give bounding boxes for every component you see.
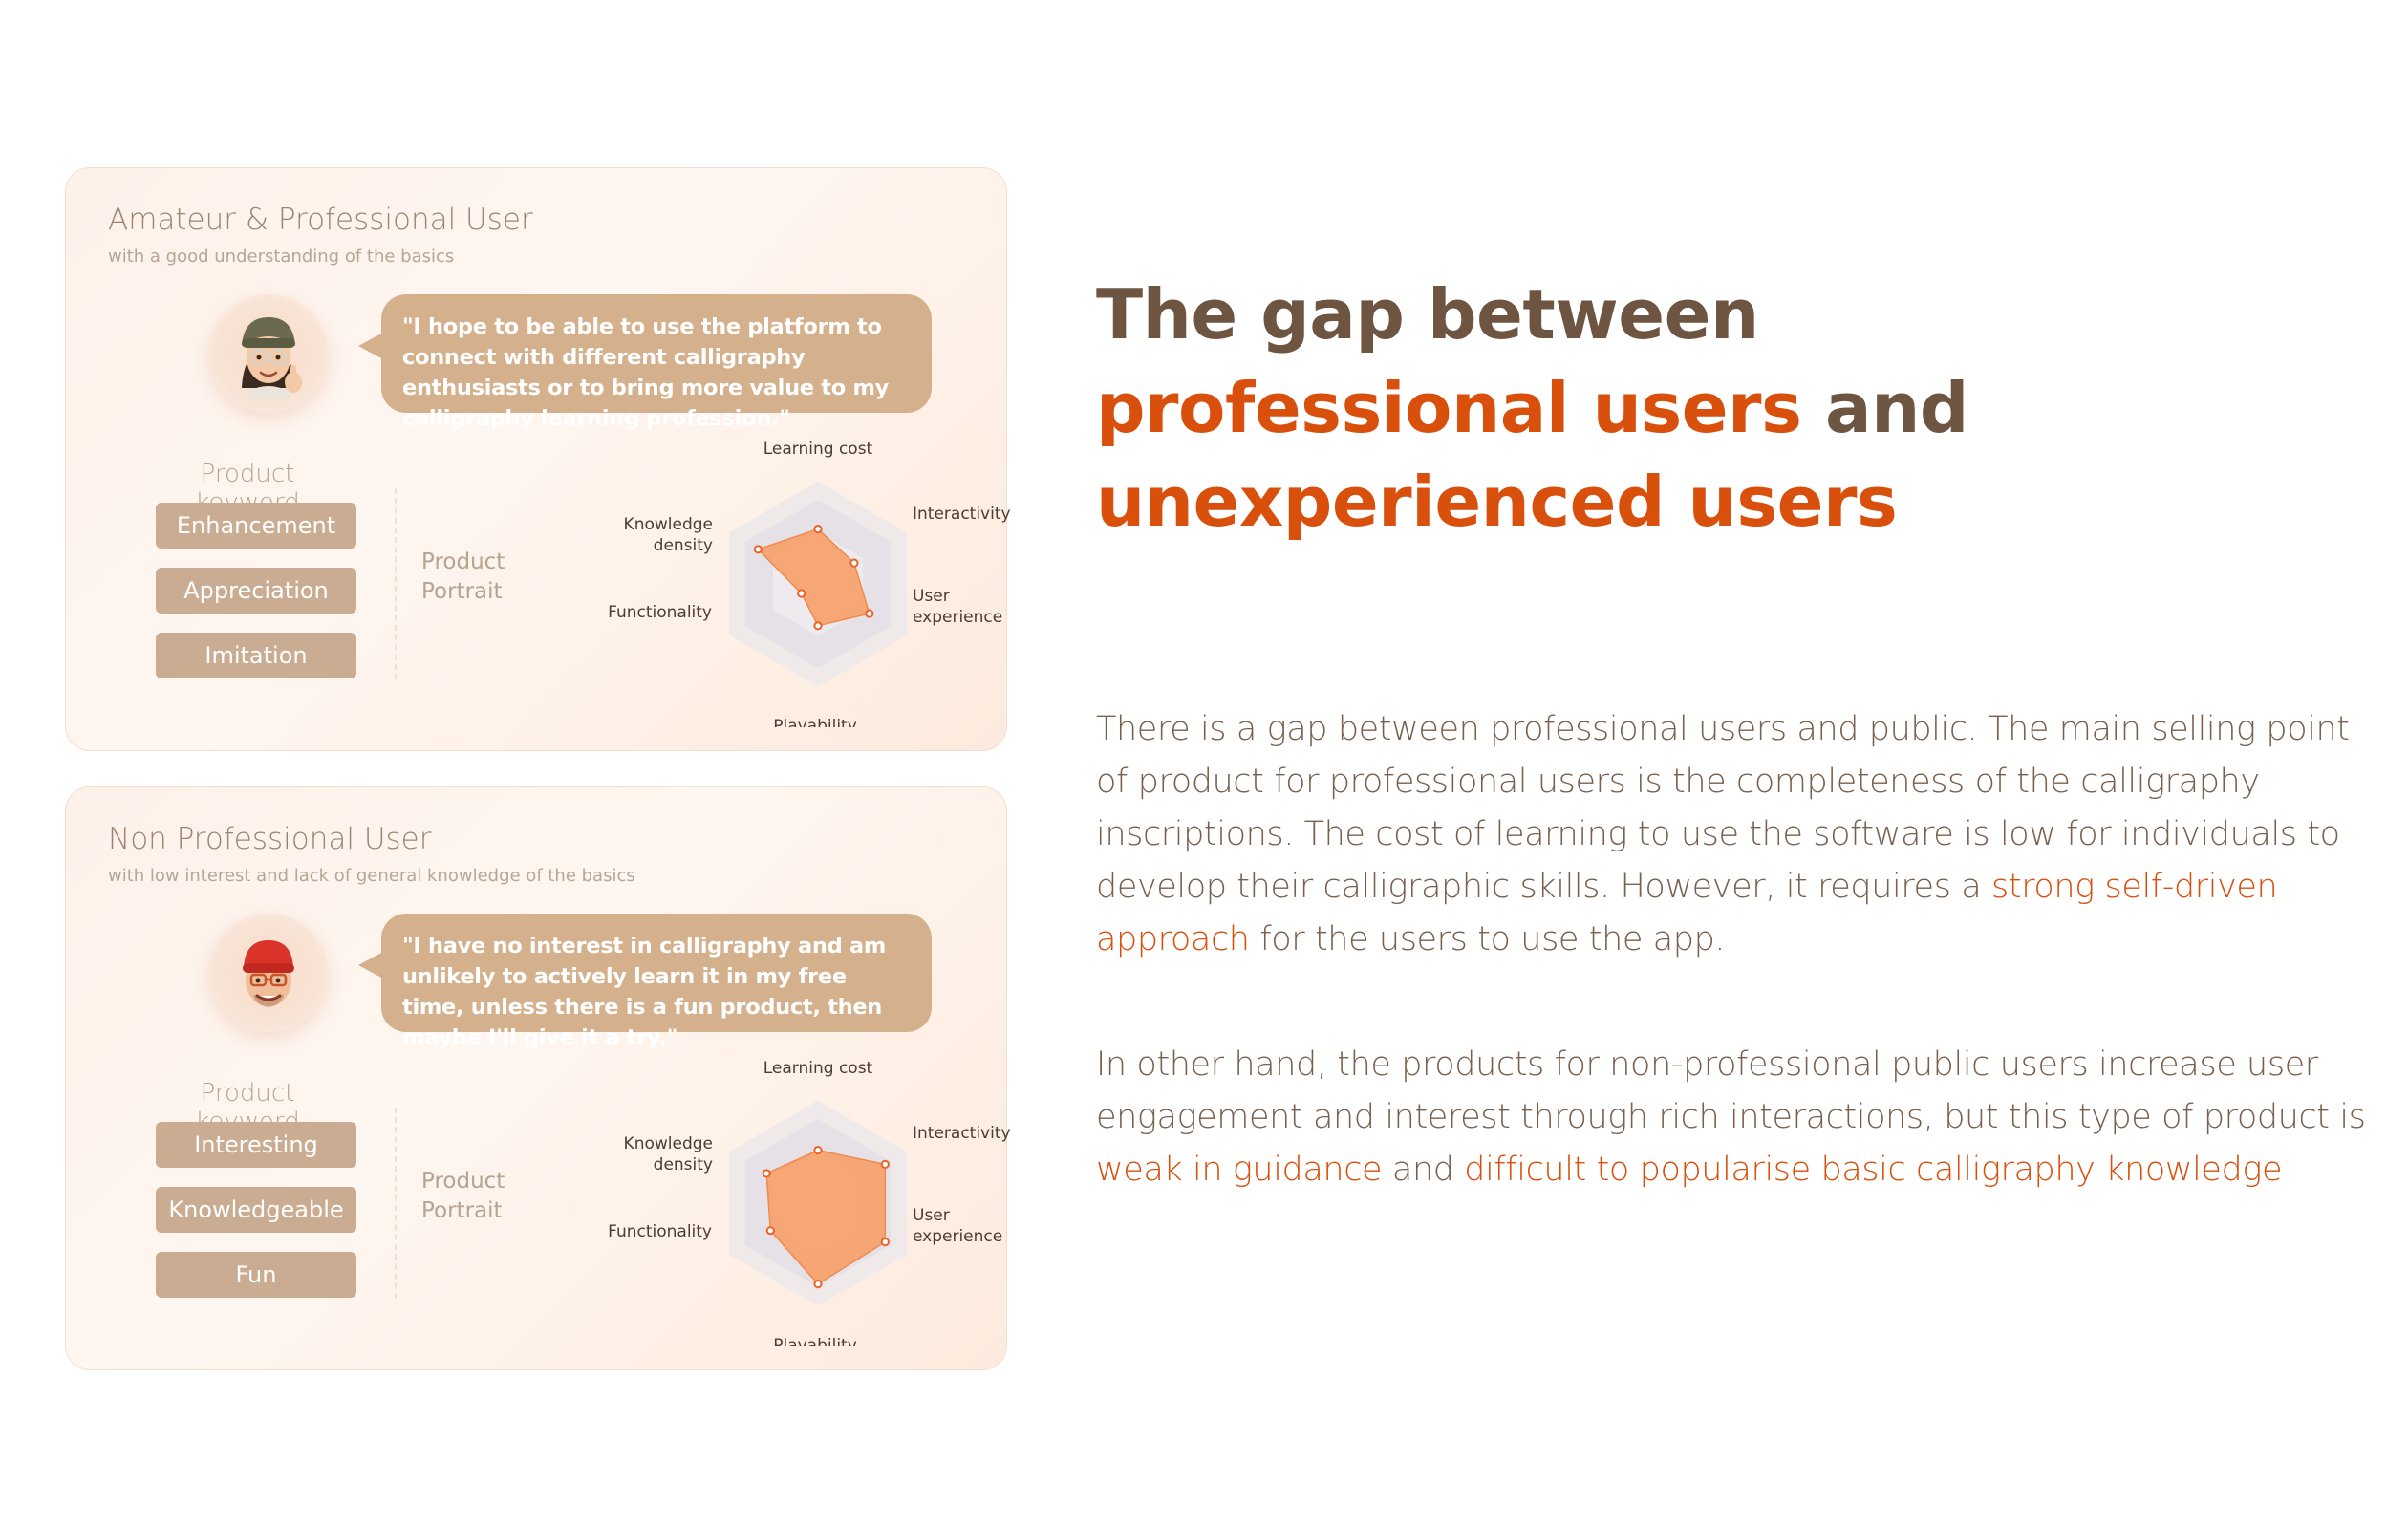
headline-line3: unexperienced users (1096, 462, 1898, 542)
radar-point (762, 1169, 771, 1178)
radar-point (813, 1146, 823, 1155)
keyword-tag: Enhancement (156, 503, 356, 549)
radar-point (880, 1238, 890, 1247)
keyword-tag: Appreciation (156, 568, 356, 614)
paragraph-professional: There is a gap between professional user… (1096, 703, 2367, 966)
radar-axis-label: Functionality (608, 1222, 712, 1241)
radar-point (865, 609, 874, 618)
radar-axis-label: Playability (773, 1336, 857, 1346)
radar-axis-label: Functionality (608, 603, 712, 622)
persona-card-professional: Amateur & Professional User with a good … (65, 167, 1011, 751)
portrait-label: Product Portrait (421, 1167, 505, 1226)
memoji-man-icon (243, 940, 294, 1007)
portrait-label-line1: Product (421, 1169, 505, 1194)
radar-point (813, 1280, 823, 1289)
paragraph-text: In other hand, the products for non-prof… (1096, 1045, 2366, 1136)
headline-line2: professional users and (1096, 361, 1968, 455)
memoji-woman-icon (242, 317, 302, 399)
headline-text: and (1801, 368, 1968, 448)
keyword-tag: Interesting (156, 1122, 356, 1168)
portrait-label-line1: Product (421, 549, 505, 574)
keyword-tag: Fun (156, 1252, 356, 1298)
headline: The gap between professional users and u… (1096, 268, 1968, 549)
persona-card-non-professional: Non Professional User with low interest … (65, 786, 1011, 1370)
avatar (209, 914, 328, 1032)
radar-chart: Learning cost Interactivity User experience… (608, 1060, 1011, 1346)
card-subtitle: with a good understanding of the basics (108, 247, 455, 267)
quote-bubble: "I hope to be able to use the platform t… (381, 294, 932, 431)
avatar (209, 294, 328, 413)
card-title: Amateur & Professional User (108, 203, 533, 237)
divider (395, 488, 397, 679)
radar-point (765, 1226, 775, 1236)
radar-point (813, 621, 823, 631)
portrait-label-line2: Portrait (421, 1198, 503, 1223)
paragraph-highlight: strong self-driven approach (1096, 868, 2278, 958)
paragraph-text: and (1382, 1151, 1465, 1189)
portrait-label: Product Portrait (421, 548, 505, 607)
speech-bubble-tail (358, 333, 383, 359)
keyword-tag: Imitation (156, 633, 356, 678)
headline-accent: professional users (1096, 368, 1802, 448)
radar-axis-label: Knowledge density (624, 515, 713, 555)
paragraph-highlight: difficult to popularise basic calligraph… (1464, 1151, 2283, 1189)
radar-axis-label: Interactivity (913, 1124, 1011, 1143)
radar-axis-label: Knowledge density (624, 1134, 713, 1174)
paragraph-non-professional: In other hand, the products for non-prof… (1096, 1039, 2367, 1196)
keyword-tag: Knowledgeable (156, 1187, 356, 1233)
divider (395, 1108, 397, 1299)
radar-axis-label: Interactivity (913, 505, 1011, 524)
quote-bubble: "I have no interest in calligraphy and a… (381, 914, 932, 1050)
speech-bubble-tail (358, 952, 383, 979)
headline-line1: The gap between (1096, 274, 1759, 355)
paragraph-highlight: weak in guidance (1096, 1151, 1383, 1189)
radar-axis-label: Learning cost (763, 441, 873, 459)
radar-point (849, 558, 859, 568)
paragraph-text: for the users to use the app. (1249, 920, 1726, 958)
radar-axis-label: User experience (913, 1206, 1002, 1246)
card-title: Non Professional User (108, 822, 432, 856)
radar-point (880, 1159, 890, 1170)
radar-point (813, 525, 823, 534)
portrait-label-line2: Portrait (421, 579, 503, 604)
radar-chart: Learning cost Interactivity User experience… (608, 441, 1011, 727)
radar-point (797, 589, 806, 598)
radar-axis-label: Playability (773, 717, 857, 727)
radar-axis-label: Learning cost (763, 1060, 873, 1078)
radar-axis-label: User experience (913, 587, 1002, 627)
radar-point (753, 545, 763, 554)
card-subtitle: with low interest and lack of general kn… (108, 866, 635, 886)
paragraph-text: There is a gap between professional user… (1096, 710, 2350, 906)
